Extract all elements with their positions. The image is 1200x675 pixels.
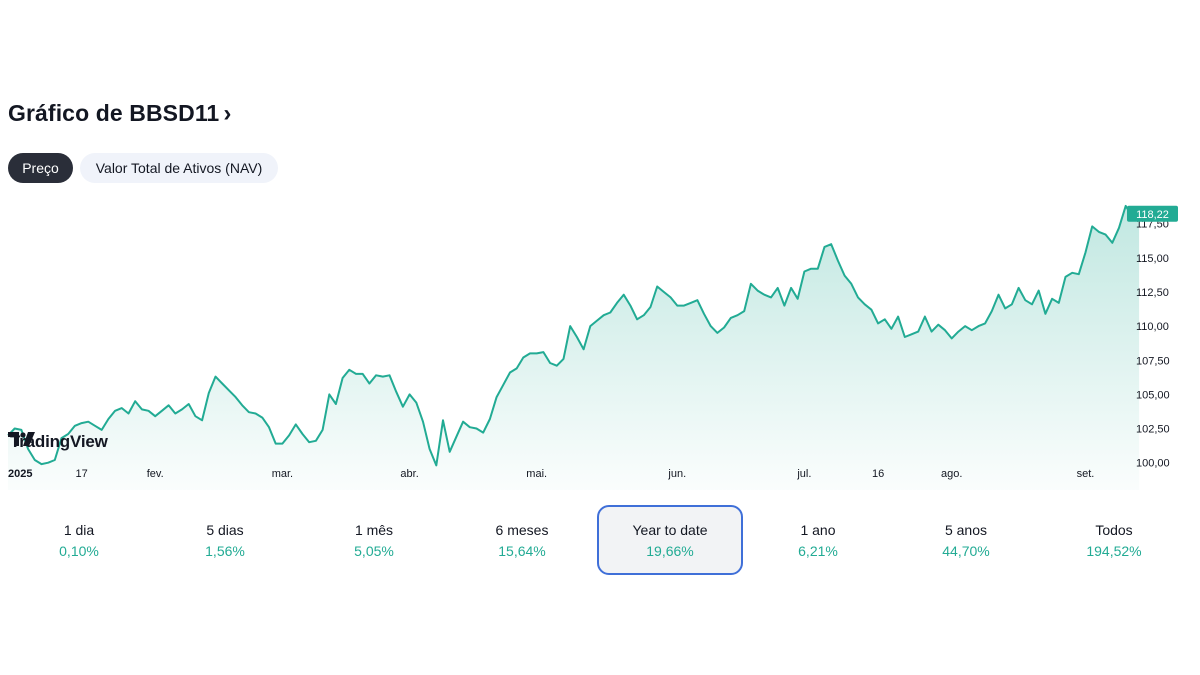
- period-all[interactable]: Todos 194,52%: [1041, 505, 1187, 575]
- y-axis-tick-label: 112,50: [1136, 287, 1169, 299]
- x-axis-tick-label: mai.: [526, 468, 547, 480]
- x-axis-tick-label: 2025: [8, 468, 32, 480]
- tab-nav[interactable]: Valor Total de Ativos (NAV): [80, 153, 278, 183]
- price-line: [7, 204, 1140, 467]
- chart-title: Gráfico de BBSD11: [8, 100, 220, 126]
- period-change: 15,64%: [498, 543, 546, 559]
- period-label: 1 ano: [800, 522, 836, 538]
- period-year-to-date[interactable]: Year to date 19,66%: [597, 505, 743, 575]
- period-6-months[interactable]: 6 meses 15,64%: [449, 505, 595, 575]
- period-change: 5,05%: [354, 543, 394, 559]
- x-axis-tick-label: ago.: [941, 468, 962, 480]
- period-change: 194,52%: [1086, 543, 1142, 559]
- last-price-label: 118,22: [1136, 209, 1169, 221]
- period-1-year[interactable]: 1 ano 6,21%: [745, 505, 891, 575]
- period-label: Todos: [1095, 522, 1133, 538]
- price-area-fill: [8, 205, 1140, 490]
- y-axis-tick-label: 107,50: [1136, 355, 1170, 367]
- last-price-badge: 118,22: [1127, 205, 1178, 222]
- period-label: Year to date: [632, 522, 708, 538]
- period-change: 0,10%: [59, 543, 99, 559]
- x-axis-tick-label: jun.: [667, 468, 686, 480]
- x-axis-tick-label: jul.: [796, 468, 811, 480]
- period-5-days[interactable]: 5 dias 1,56%: [152, 505, 298, 575]
- x-axis-tick-label: set.: [1077, 468, 1095, 480]
- x-axis-tick-label: fev.: [147, 468, 164, 480]
- chart-title-link[interactable]: Gráfico de BBSD11 ›: [8, 100, 231, 128]
- chevron-right-icon: ›: [223, 100, 232, 127]
- x-axis-tick-label: 16: [872, 468, 884, 480]
- x-axis-tick-label: mar.: [272, 468, 293, 480]
- tradingview-mark-icon: [8, 432, 35, 446]
- period-change: 19,66%: [646, 543, 694, 559]
- x-axis-tick-label: 17: [75, 468, 87, 480]
- x-axis-tick-label: abr.: [400, 468, 418, 480]
- period-label: 6 meses: [495, 522, 549, 538]
- period-change: 44,70%: [942, 543, 990, 559]
- period-change: 1,56%: [205, 543, 245, 559]
- y-axis-tick-label: 105,00: [1136, 389, 1170, 401]
- period-label: 1 mês: [354, 522, 394, 538]
- period-selector: 1 dia 0,10% 5 dias 1,56% 1 mês 5,05% 6 m…: [0, 505, 1200, 575]
- tab-price[interactable]: Preço: [8, 153, 73, 183]
- period-1-month[interactable]: 1 mês 5,05%: [301, 505, 447, 575]
- period-label: 5 dias: [206, 522, 244, 538]
- y-axis-tick-label: 100,00: [1136, 458, 1170, 470]
- period-change: 6,21%: [798, 543, 838, 559]
- y-axis-tick-label: 102,50: [1136, 424, 1170, 436]
- period-5-years[interactable]: 5 anos 44,70%: [893, 505, 1039, 575]
- price-chart-svg[interactable]: 117,50115,00112,50110,00107,50105,00102,…: [0, 195, 1200, 490]
- y-axis-tick-label: 115,00: [1136, 253, 1169, 265]
- tradingview-logo-text: TradingView: [10, 432, 108, 451]
- tradingview-logo[interactable]: TradingView: [8, 431, 108, 453]
- period-label: 5 anos: [944, 522, 988, 538]
- y-axis-tick-label: 110,00: [1136, 321, 1169, 333]
- period-1-day[interactable]: 1 dia 0,10%: [6, 505, 152, 575]
- price-chart[interactable]: 117,50 115,00 112,50 110,00 107,50 105,00 102,…: [0, 195, 1200, 490]
- period-label: 1 dia: [63, 522, 95, 538]
